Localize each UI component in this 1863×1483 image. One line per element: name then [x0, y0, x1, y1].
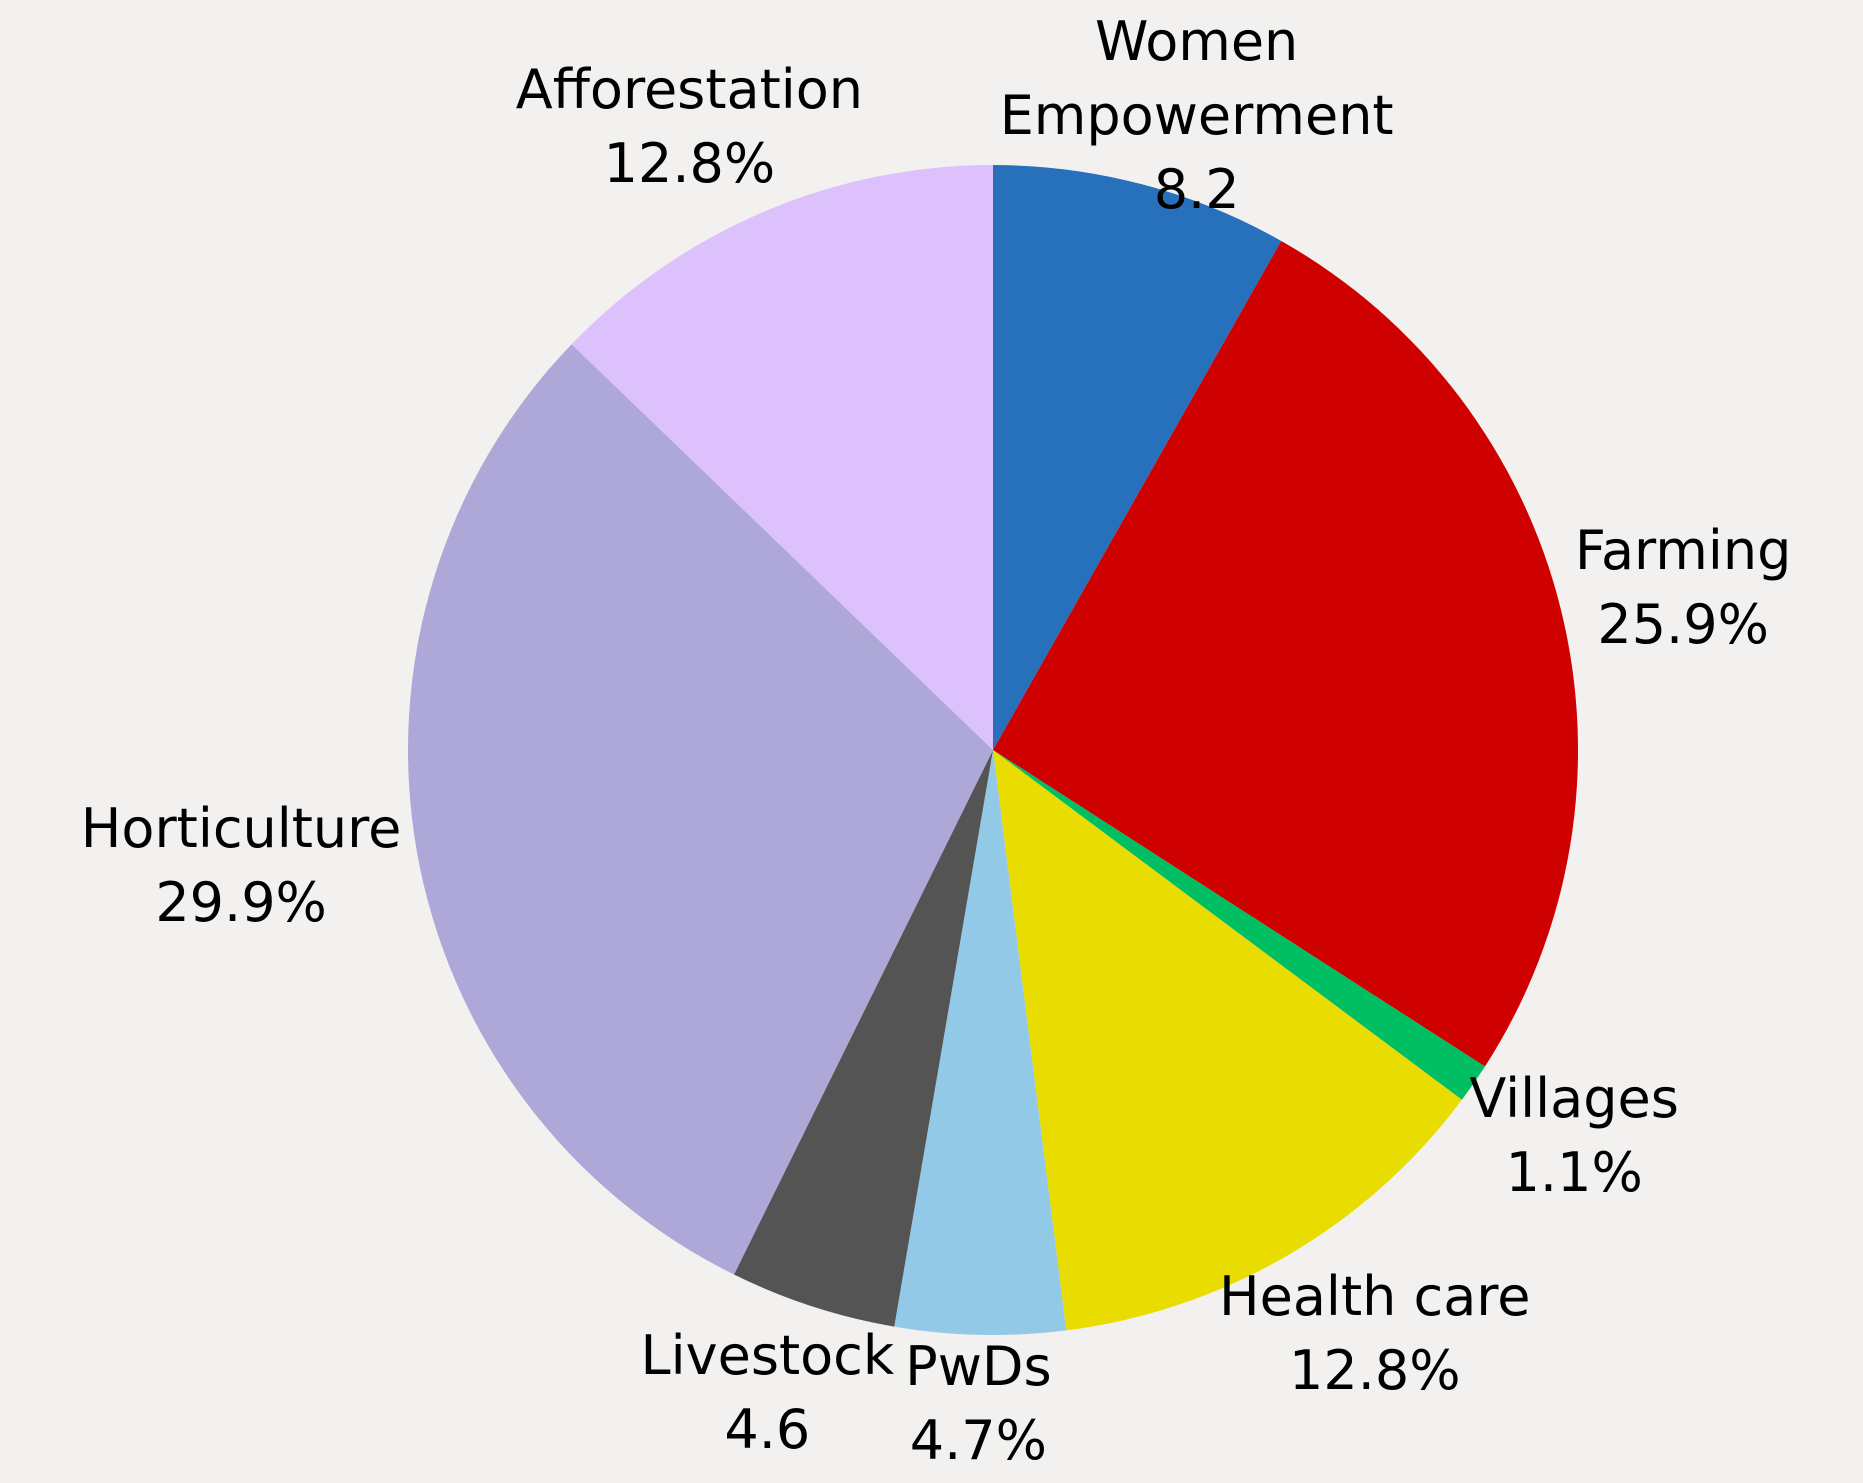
- slice-label: Afforestation 12.8%: [516, 53, 863, 201]
- category-label: Women Empowerment: [999, 10, 1394, 147]
- value-label: 4.6: [724, 1398, 811, 1462]
- category-label: Livestock: [640, 1324, 895, 1388]
- slice-label: Livestock 4.6: [641, 1319, 895, 1467]
- value-label: 4.7%: [909, 1409, 1047, 1472]
- slice-label: Villages 1.1%: [1469, 1062, 1679, 1210]
- slice-label: PwDs 4.7%: [905, 1330, 1051, 1478]
- pie-slice: [993, 750, 1462, 1331]
- value-label: 25.9%: [1597, 592, 1769, 656]
- category-label: Horticulture: [80, 797, 402, 861]
- pie-slice: [993, 750, 1485, 1100]
- category-label: Farming: [1574, 518, 1792, 582]
- category-label: Health care: [1219, 1265, 1531, 1329]
- slice-label: Health care 12.8%: [1219, 1260, 1531, 1408]
- pie-slice: [407, 344, 993, 1275]
- value-label: 29.9%: [155, 871, 327, 935]
- pie-slice: [571, 165, 993, 750]
- slice-label: Horticulture 29.9%: [81, 792, 402, 940]
- value-label: 8.2: [1153, 158, 1240, 221]
- value-label: 12.8%: [603, 132, 776, 196]
- category-label: Afforestation: [515, 58, 864, 122]
- value-label: 12.8%: [1289, 1339, 1461, 1403]
- pie-slice: [894, 750, 1067, 1335]
- slice-label: Farming 25.9%: [1575, 514, 1792, 662]
- value-label: 1.1%: [1505, 1140, 1643, 1204]
- category-label: PwDs: [905, 1335, 1052, 1398]
- pie-slice: [733, 750, 993, 1327]
- category-label: Villages: [1469, 1066, 1679, 1130]
- pie-slice: [993, 165, 1282, 750]
- pie-slice: [993, 240, 1578, 1067]
- slice-label: Women Empowerment 8.2: [1000, 5, 1394, 227]
